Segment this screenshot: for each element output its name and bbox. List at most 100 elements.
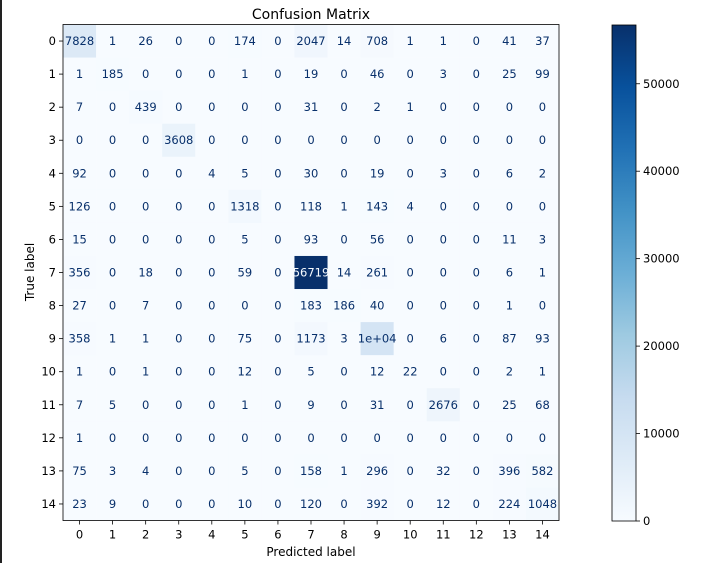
heatmap-cell-r14-c9 bbox=[360, 487, 394, 521]
heatmap-cell-r5-c11 bbox=[426, 189, 461, 224]
heatmap-cell-r1-c11 bbox=[426, 57, 461, 91]
heatmap-cell-r2-c9 bbox=[360, 90, 394, 124]
cell-label-r7-c6: 0 bbox=[274, 266, 281, 280]
cell-label-r14-c4: 0 bbox=[208, 497, 215, 511]
y-tick-label-10: 10 bbox=[41, 365, 56, 379]
heatmap-cell-r5-c4 bbox=[195, 189, 229, 224]
x-tick-label-5: 5 bbox=[241, 528, 248, 542]
cell-label-r3-c9: 0 bbox=[373, 133, 380, 147]
heatmap-cell-r1-c12 bbox=[459, 57, 494, 91]
cell-label-r3-c5: 0 bbox=[241, 133, 248, 147]
heatmap-cell-r0-c0 bbox=[63, 24, 97, 58]
heatmap-cell-r3-c7 bbox=[294, 123, 328, 158]
heatmap-cell-r5-c5 bbox=[228, 189, 262, 224]
heatmap-cell-r4-c6 bbox=[261, 156, 295, 191]
cell-label-r14-c5: 10 bbox=[238, 497, 253, 511]
cell-label-r7-c1: 0 bbox=[109, 266, 116, 280]
cell-label-r12-c11: 0 bbox=[440, 431, 447, 445]
cell-label-r10-c3: 0 bbox=[175, 365, 182, 379]
heatmap-cell-r4-c1 bbox=[96, 156, 130, 191]
heatmap-cell-r14-c13 bbox=[492, 487, 527, 521]
heatmap-cell-r2-c4 bbox=[195, 90, 229, 124]
cell-label-r10-c1: 0 bbox=[109, 365, 116, 379]
heatmap-cell-r4-c8 bbox=[327, 156, 361, 191]
heatmap-cell-r12-c6 bbox=[261, 421, 295, 455]
heatmap-cell-r6-c5 bbox=[228, 222, 262, 257]
cell-label-r8-c3: 0 bbox=[175, 299, 182, 313]
y-axis-label: True label bbox=[23, 243, 37, 302]
heatmap-cell-r9-c12 bbox=[459, 322, 494, 356]
heatmap-cell-r8-c0 bbox=[63, 289, 97, 323]
cell-label-r7-c11: 0 bbox=[440, 266, 447, 280]
heatmap-cell-r9-c4 bbox=[195, 322, 229, 356]
heatmap-cell-r3-c14 bbox=[525, 123, 560, 158]
heatmap-cell-r13-c3 bbox=[162, 454, 196, 488]
heatmap-cell-r11-c1 bbox=[96, 388, 130, 422]
heatmap-cell-r14-c3 bbox=[162, 487, 196, 521]
cell-label-r2-c14: 0 bbox=[539, 100, 546, 114]
cell-label-r4-c10: 0 bbox=[407, 166, 414, 180]
cell-label-r12-c3: 0 bbox=[175, 431, 182, 445]
cell-label-r13-c1: 3 bbox=[109, 464, 116, 478]
heatmap-cell-r10-c14 bbox=[525, 355, 560, 389]
heatmap-cell-r2-c7 bbox=[294, 90, 328, 124]
heatmap-cell-r9-c7 bbox=[294, 322, 328, 356]
x-tick-label-14: 14 bbox=[535, 528, 550, 542]
cell-label-r5-c0: 126 bbox=[69, 199, 91, 213]
heatmap-cell-r1-c3 bbox=[162, 57, 196, 91]
cell-label-r1-c11: 3 bbox=[440, 67, 447, 81]
cell-label-r3-c14: 0 bbox=[539, 133, 546, 147]
cell-label-r10-c6: 0 bbox=[274, 365, 281, 379]
cell-label-r6-c8: 0 bbox=[340, 232, 347, 246]
cell-label-r5-c10: 4 bbox=[407, 199, 414, 213]
cell-label-r13-c5: 5 bbox=[241, 464, 248, 478]
heatmap-cell-r1-c4 bbox=[195, 57, 229, 91]
heatmap-cell-r14-c0 bbox=[63, 487, 97, 521]
cell-label-r13-c10: 0 bbox=[407, 464, 414, 478]
cell-label-r0-c10: 1 bbox=[407, 34, 414, 48]
cell-label-r6-c0: 15 bbox=[72, 232, 87, 246]
heatmap-cell-r3-c12 bbox=[459, 123, 494, 158]
heatmap-cell-r11-c9 bbox=[360, 388, 394, 422]
cell-label-r3-c13: 0 bbox=[506, 133, 513, 147]
cell-label-r5-c8: 1 bbox=[340, 199, 347, 213]
y-tick-label-8: 8 bbox=[49, 299, 56, 313]
heatmap-cell-r6-c11 bbox=[426, 222, 461, 257]
cell-label-r0-c7: 2047 bbox=[296, 34, 325, 48]
x-tick-label-11: 11 bbox=[436, 528, 451, 542]
cell-label-r4-c9: 19 bbox=[370, 166, 385, 180]
heatmap-cell-r14-c14 bbox=[525, 487, 560, 521]
y-tick-label-0: 0 bbox=[49, 34, 56, 48]
heatmap-cell-r0-c6 bbox=[261, 24, 295, 58]
cell-label-r6-c14: 3 bbox=[539, 232, 546, 246]
y-tick-label-6: 6 bbox=[49, 232, 56, 246]
cell-label-r13-c13: 396 bbox=[498, 464, 520, 478]
heatmap-cell-r4-c0 bbox=[63, 156, 97, 191]
cell-label-r1-c5: 1 bbox=[241, 67, 248, 81]
cell-label-r12-c10: 0 bbox=[407, 431, 414, 445]
cell-label-r7-c0: 356 bbox=[69, 266, 91, 280]
cell-label-r1-c14: 99 bbox=[535, 67, 550, 81]
heatmap-cell-r3-c4 bbox=[195, 123, 229, 158]
heatmap-cell-r11-c5 bbox=[228, 388, 262, 422]
window-left-edge bbox=[0, 0, 2, 563]
heatmap-cell-r1-c5 bbox=[228, 57, 262, 91]
heatmap-cell-r11-c7 bbox=[294, 388, 328, 422]
heatmap-cell-r4-c11 bbox=[426, 156, 461, 191]
y-tick-label-4: 4 bbox=[49, 166, 56, 180]
cell-label-r11-c9: 31 bbox=[370, 398, 385, 412]
cell-label-r8-c4: 0 bbox=[208, 299, 215, 313]
heatmap-cell-r11-c14 bbox=[525, 388, 560, 422]
cell-label-r9-c4: 0 bbox=[208, 332, 215, 346]
cell-label-r12-c9: 0 bbox=[373, 431, 380, 445]
x-tick-label-3: 3 bbox=[175, 528, 182, 542]
heatmap-cell-r11-c0 bbox=[63, 388, 97, 422]
cell-label-r4-c1: 0 bbox=[109, 166, 116, 180]
cell-label-r11-c13: 25 bbox=[502, 398, 517, 412]
cell-label-r3-c10: 0 bbox=[407, 133, 414, 147]
cell-label-r9-c14: 93 bbox=[535, 332, 550, 346]
colorbar-tick-label-3: 30000 bbox=[643, 252, 680, 266]
heatmap-cell-r9-c6 bbox=[261, 322, 295, 356]
cell-label-r5-c5: 1318 bbox=[230, 199, 259, 213]
